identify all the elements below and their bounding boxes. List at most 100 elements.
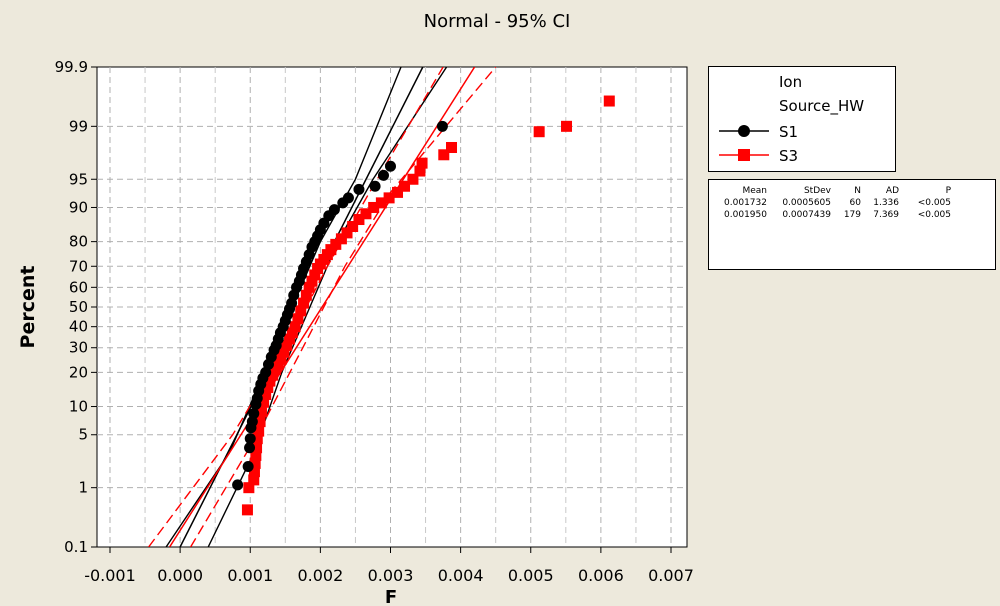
y-tick-label: 1 (78, 479, 88, 497)
point-s1 (232, 479, 244, 491)
legend: Ion Source_HW S1 S3 (708, 66, 896, 172)
point-s3 (341, 227, 353, 239)
stats-cell: 179 (843, 210, 861, 220)
stats-table: Mean StDev N AD P 0.001732 0.0005605 60 … (715, 185, 955, 221)
point-s3 (251, 442, 263, 454)
stats-cell: 1.336 (873, 198, 899, 208)
point-s3 (248, 474, 260, 486)
x-tick-label: 0.004 (438, 566, 484, 585)
stats-cell: 7.369 (873, 210, 899, 220)
ci-upper-s3 (189, 67, 497, 547)
y-axis-label: Percent (17, 266, 39, 349)
point-s3 (289, 321, 301, 333)
x-tick-label: -0.001 (84, 566, 136, 585)
stats-cell: <0.005 (917, 198, 951, 208)
legend-s1-marker (738, 125, 750, 137)
point-s3 (260, 388, 272, 400)
point-s3 (309, 269, 321, 281)
point-s3 (249, 457, 261, 469)
stats-row-s1: 0.001732 0.0005605 60 1.336 <0.005 (715, 197, 955, 209)
stats-cell: 60 (849, 198, 861, 208)
point-s3 (243, 482, 255, 494)
legend-s3-label: S3 (779, 147, 799, 165)
point-s3 (248, 466, 260, 478)
point-s3 (278, 346, 290, 358)
y-tick-label: 60 (69, 278, 88, 296)
point-s3 (298, 297, 310, 309)
point-s3 (250, 449, 262, 461)
legend-s3-marker (738, 149, 750, 161)
point-s3 (295, 305, 307, 317)
stats-header-ad: AD (885, 186, 899, 196)
point-s1 (248, 408, 260, 420)
stats-header-mean: Mean (742, 186, 767, 196)
point-s3 (267, 369, 279, 381)
point-s3 (258, 396, 270, 408)
y-tick-label: 0.1 (64, 538, 88, 556)
point-s1 (436, 120, 448, 132)
point-s3 (335, 233, 347, 245)
point-s3 (284, 333, 296, 345)
point-s3 (347, 221, 359, 233)
data-points (232, 95, 615, 516)
legend-s1-label: S1 (779, 123, 799, 141)
point-s3 (438, 149, 450, 161)
point-s3 (306, 275, 318, 287)
y-tick-label: 10 (69, 398, 88, 416)
point-s3 (533, 126, 545, 138)
point-s1 (244, 433, 256, 445)
point-s3 (353, 214, 365, 226)
stats-header-stdev: StDev (803, 186, 831, 196)
point-s3 (300, 289, 312, 301)
point-s3 (241, 504, 253, 516)
point-s3 (255, 405, 267, 417)
point-s3 (446, 141, 458, 153)
point-s3 (253, 425, 265, 437)
y-tick-label: 95 (69, 170, 88, 188)
y-tick-label: 80 (69, 233, 88, 251)
stats-header-n: N (854, 186, 861, 196)
point-s3 (399, 180, 411, 192)
point-s1 (242, 461, 254, 473)
point-s1 (328, 204, 340, 216)
point-s3 (303, 281, 315, 293)
x-tick-label: 0.006 (578, 566, 624, 585)
y-axis-ticks: 99.9 99 95 90 80 70 60 50 40 30 20 10 5 1 0.1 (55, 58, 97, 556)
point-s3 (254, 416, 266, 428)
fit-line-s3 (168, 67, 476, 547)
x-axis-ticks: -0.001 0.000 0.001 0.002 0.003 0.004 0.005 0.00… (84, 547, 694, 585)
point-s3 (407, 173, 419, 185)
point-s3 (392, 186, 404, 198)
x-tick-label: 0.007 (648, 566, 694, 585)
point-s3 (286, 327, 298, 339)
point-s1 (342, 192, 354, 204)
y-tick-label: 90 (69, 198, 88, 216)
y-tick-label: 20 (69, 363, 88, 381)
legend-title-line2: Source_HW (779, 97, 865, 115)
x-tick-label: 0.005 (508, 566, 554, 585)
point-s3 (414, 165, 426, 177)
point-s1 (377, 169, 389, 181)
y-tick-label: 70 (69, 257, 88, 275)
point-s1 (353, 183, 365, 195)
chart-title: Normal - 95% CI (424, 11, 571, 32)
stats-table-box: Mean StDev N AD P 0.001732 0.0005605 60 … (708, 179, 996, 270)
point-s3 (383, 192, 395, 204)
stats-header-p: P (945, 186, 951, 196)
point-s3 (251, 433, 263, 445)
legend-swatches (719, 125, 769, 161)
point-s1 (244, 442, 256, 454)
point-s3 (416, 157, 428, 169)
stats-cell: 0.001732 (724, 198, 767, 208)
point-s1 (369, 180, 381, 192)
point-s3 (330, 238, 342, 250)
point-s3 (281, 340, 293, 352)
y-tick-label: 30 (69, 339, 88, 357)
point-s3 (603, 95, 615, 107)
stats-cell: 0.001950 (724, 210, 767, 220)
x-tick-label: 0.001 (227, 566, 273, 585)
point-s3 (375, 197, 387, 209)
x-tick-label: 0.000 (157, 566, 203, 585)
point-s3 (262, 381, 274, 393)
